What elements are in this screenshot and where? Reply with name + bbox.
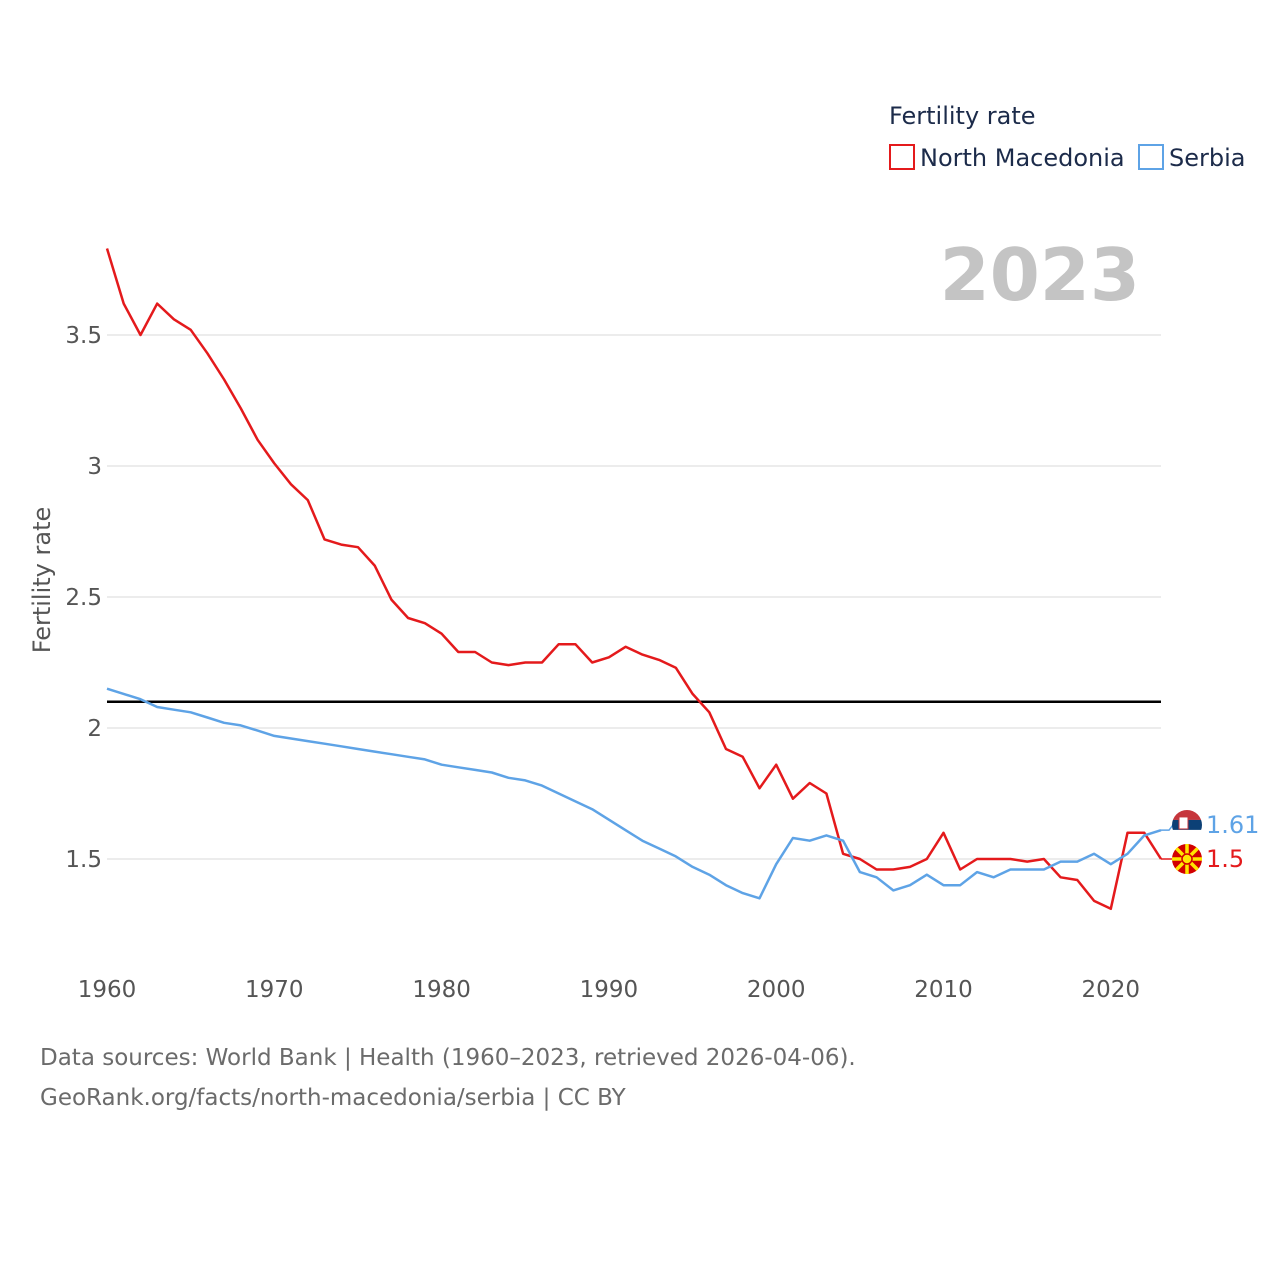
legend-label-serbia: Serbia <box>1169 144 1245 172</box>
y-tick-label: 2 <box>87 716 102 742</box>
y-tick-label: 2.5 <box>65 585 102 611</box>
y-axis-ticks: 1.5 2 2.5 3 3.5 <box>65 323 102 873</box>
x-tick-label: 2010 <box>914 977 973 1003</box>
legend-title: Fertility rate <box>889 102 1036 130</box>
x-tick-label: 2020 <box>1082 977 1141 1003</box>
gridlines <box>107 334 1161 860</box>
series-line-serbia <box>106 687 1162 900</box>
legend-item-serbia[interactable]: Serbia <box>1138 144 1245 172</box>
x-tick-label: 2000 <box>747 977 806 1003</box>
series-line-north-macedonia <box>105 248 1163 911</box>
x-tick-label: 1970 <box>245 977 304 1003</box>
end-value-label: 1.5 <box>1206 845 1244 873</box>
y-tick-label: 1.5 <box>65 847 102 873</box>
x-tick-label: 1960 <box>78 977 137 1003</box>
end-connector <box>1161 824 1174 831</box>
x-tick-label: 1980 <box>412 977 471 1003</box>
north-macedonia-flag-icon <box>1172 844 1202 874</box>
year-label: 2023 <box>940 233 1140 317</box>
legend-swatch-north-macedonia <box>889 144 915 170</box>
x-axis-ticks: 1960 1970 1980 1990 2000 2010 2020 <box>78 977 1140 1003</box>
legend-item-north-macedonia[interactable]: North Macedonia <box>889 144 1125 172</box>
y-tick-label: 3 <box>87 454 102 480</box>
serbia-flag-icon <box>1172 809 1202 840</box>
y-tick-label: 3.5 <box>65 323 102 349</box>
legend: Fertility rate North Macedonia Serbia <box>889 102 1245 172</box>
credit-link[interactable]: GeoRank.org/facts/north-macedonia/serbia… <box>40 1085 626 1111</box>
x-tick-label: 1990 <box>580 977 639 1003</box>
data-sources-note: Data sources: World Bank | Health (1960–… <box>40 1045 856 1071</box>
end-markers: 1.5 1.61 <box>1161 809 1259 874</box>
legend-swatch-serbia <box>1138 144 1164 170</box>
end-value-label: 1.61 <box>1206 811 1259 839</box>
series-lines <box>105 248 1163 911</box>
legend-label-north-macedonia: North Macedonia <box>920 144 1125 172</box>
y-axis-title: Fertility rate <box>28 507 56 654</box>
